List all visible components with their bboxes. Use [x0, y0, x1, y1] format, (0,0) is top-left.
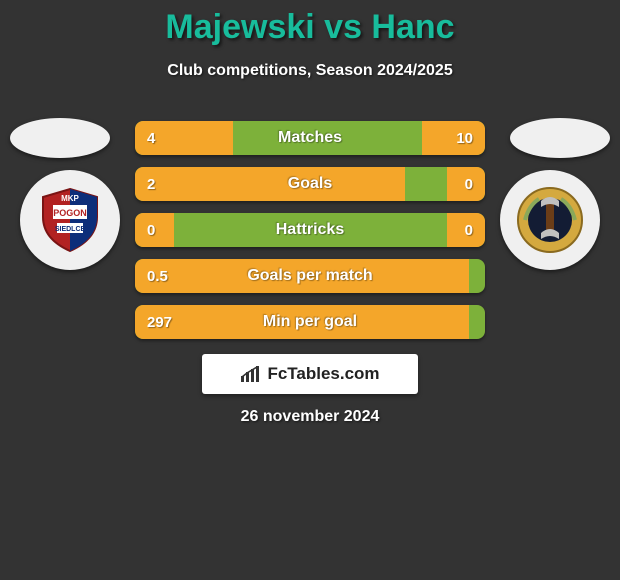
stat-value-right: 0	[465, 213, 473, 247]
stat-row-gpm: 0.5 Goals per match	[135, 259, 485, 293]
stat-value-right: 10	[456, 121, 473, 155]
svg-text:POGON: POGON	[53, 208, 87, 218]
stat-value-right: 0	[465, 167, 473, 201]
stat-row-hattricks: 0 Hattricks 0	[135, 213, 485, 247]
page-title: Majewski vs Hanc	[0, 8, 620, 47]
shield-icon: POGON SIEDLCE MKP	[35, 185, 105, 255]
stat-row-matches: 4 Matches 10	[135, 121, 485, 155]
player-avatar-left	[10, 118, 110, 158]
branding-box[interactable]: FcTables.com	[202, 354, 418, 394]
branding-label: FcTables.com	[240, 364, 379, 384]
stats-bars: 4 Matches 10 2 Goals 0 0 Hattricks 0 0.5…	[135, 121, 485, 351]
player-avatar-right	[510, 118, 610, 158]
stat-label: Matches	[135, 121, 485, 155]
branding-text: FcTables.com	[267, 364, 379, 384]
date-label: 26 november 2024	[0, 408, 620, 426]
club-logo-right	[500, 170, 600, 270]
stat-label: Goals per match	[135, 259, 485, 293]
club-logo-left: POGON SIEDLCE MKP	[20, 170, 120, 270]
page-subtitle: Club competitions, Season 2024/2025	[0, 62, 620, 80]
svg-text:MKP: MKP	[61, 194, 79, 203]
club-crest-icon	[515, 185, 585, 255]
bar-chart-icon	[240, 365, 262, 383]
stat-label: Min per goal	[135, 305, 485, 339]
stat-row-goals: 2 Goals 0	[135, 167, 485, 201]
svg-text:SIEDLCE: SIEDLCE	[55, 226, 86, 233]
stat-label: Goals	[135, 167, 485, 201]
stat-row-mpg: 297 Min per goal	[135, 305, 485, 339]
stat-label: Hattricks	[135, 213, 485, 247]
